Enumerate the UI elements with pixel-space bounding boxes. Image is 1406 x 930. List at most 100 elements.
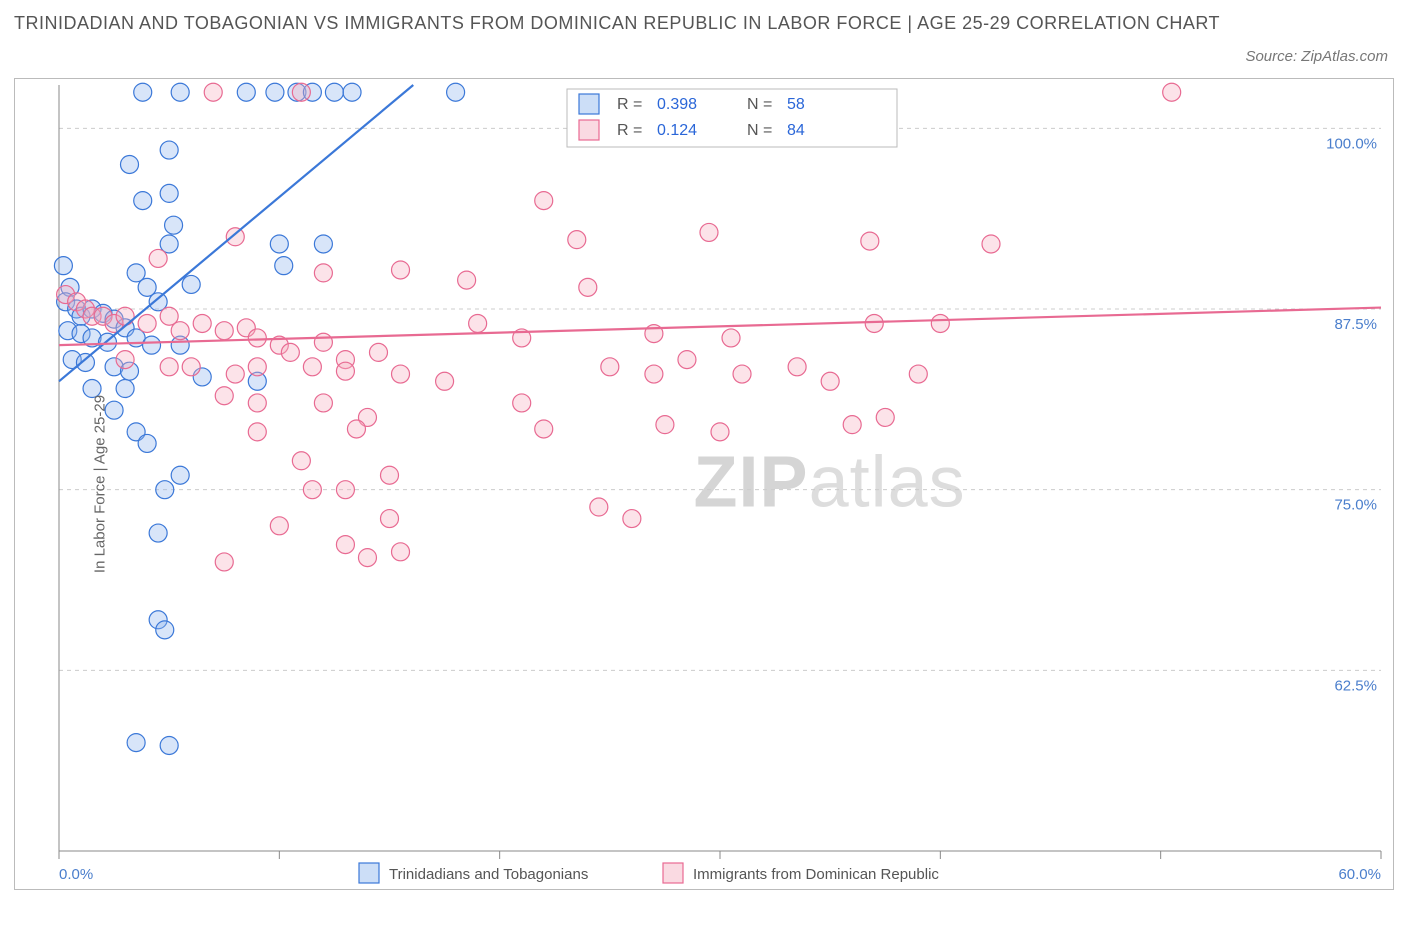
- data-point: [579, 278, 597, 296]
- data-point: [149, 249, 167, 267]
- data-point: [160, 184, 178, 202]
- x-tick-label: 0.0%: [59, 866, 93, 883]
- stats-r-label: R =: [617, 122, 642, 139]
- data-point: [248, 394, 266, 412]
- data-point: [909, 365, 927, 383]
- data-point: [700, 223, 718, 241]
- data-point: [138, 314, 156, 332]
- data-point: [171, 466, 189, 484]
- data-point: [392, 543, 410, 561]
- data-point: [134, 83, 152, 101]
- data-point: [292, 452, 310, 470]
- data-point: [266, 83, 284, 101]
- data-point: [116, 307, 134, 325]
- data-point: [861, 232, 879, 250]
- data-point: [182, 275, 200, 293]
- watermark-text: ZIPatlas: [694, 442, 966, 522]
- data-point: [193, 314, 211, 332]
- data-point: [156, 481, 174, 499]
- data-point: [392, 261, 410, 279]
- data-point: [876, 408, 894, 426]
- data-point: [275, 257, 293, 275]
- data-point: [645, 365, 663, 383]
- y-tick-label: 87.5%: [1334, 316, 1377, 333]
- data-point: [535, 192, 553, 210]
- data-point: [865, 314, 883, 332]
- stats-n-value: 84: [787, 122, 805, 139]
- data-point: [469, 314, 487, 332]
- data-point: [182, 358, 200, 376]
- data-point: [116, 380, 134, 398]
- data-point: [722, 329, 740, 347]
- stats-r-value: 0.398: [657, 96, 697, 113]
- data-point: [447, 83, 465, 101]
- stats-n-value: 58: [787, 96, 805, 113]
- data-point: [215, 387, 233, 405]
- legend-label: Trinidadians and Tobagonians: [389, 866, 588, 883]
- data-point: [237, 83, 255, 101]
- data-point: [226, 228, 244, 246]
- data-point: [248, 358, 266, 376]
- y-axis-label: In Labor Force | Age 25-29: [92, 395, 109, 573]
- data-point: [226, 365, 244, 383]
- data-point: [568, 231, 586, 249]
- data-point: [127, 734, 145, 752]
- data-point: [215, 322, 233, 340]
- data-point: [165, 216, 183, 234]
- data-point: [76, 353, 94, 371]
- x-tick-label: 60.0%: [1338, 866, 1381, 883]
- data-point: [54, 257, 72, 275]
- chart-title: TRINIDADIAN AND TOBAGONIAN VS IMMIGRANTS…: [0, 0, 1406, 37]
- chart-container: In Labor Force | Age 25-29 ZIPatlas62.5%…: [14, 78, 1394, 890]
- y-tick-label: 100.0%: [1326, 135, 1377, 152]
- data-point: [931, 314, 949, 332]
- data-point: [314, 394, 332, 412]
- legend-swatch: [579, 120, 599, 140]
- data-point: [358, 549, 376, 567]
- y-tick-label: 75.0%: [1334, 497, 1377, 514]
- data-point: [656, 416, 674, 434]
- data-point: [623, 510, 641, 528]
- data-point: [733, 365, 751, 383]
- data-point: [314, 333, 332, 351]
- data-point: [248, 423, 266, 441]
- data-point: [336, 362, 354, 380]
- data-point: [325, 83, 343, 101]
- data-point: [392, 365, 410, 383]
- stats-n-label: N =: [747, 122, 772, 139]
- legend-label: Immigrants from Dominican Republic: [693, 866, 939, 883]
- data-point: [601, 358, 619, 376]
- data-point: [303, 481, 321, 499]
- data-point: [314, 235, 332, 253]
- data-point: [215, 553, 233, 571]
- data-point: [982, 235, 1000, 253]
- data-point: [821, 372, 839, 390]
- data-point: [381, 466, 399, 484]
- data-point: [303, 358, 321, 376]
- data-point: [347, 420, 365, 438]
- data-point: [270, 517, 288, 535]
- data-point: [138, 434, 156, 452]
- data-point: [381, 510, 399, 528]
- legend-swatch: [663, 863, 683, 883]
- data-point: [843, 416, 861, 434]
- legend-swatch: [359, 863, 379, 883]
- data-point: [336, 481, 354, 499]
- stats-r-value: 0.124: [657, 122, 697, 139]
- data-point: [314, 264, 332, 282]
- stats-n-label: N =: [747, 96, 772, 113]
- data-point: [678, 351, 696, 369]
- stats-r-label: R =: [617, 96, 642, 113]
- data-point: [1163, 83, 1181, 101]
- data-point: [711, 423, 729, 441]
- data-point: [143, 336, 161, 354]
- data-point: [590, 498, 608, 516]
- data-point: [281, 343, 299, 361]
- data-point: [156, 621, 174, 639]
- data-point: [513, 394, 531, 412]
- data-point: [171, 83, 189, 101]
- data-point: [535, 420, 553, 438]
- source-attribution: Source: ZipAtlas.com: [1245, 48, 1388, 65]
- data-point: [369, 343, 387, 361]
- data-point: [248, 329, 266, 347]
